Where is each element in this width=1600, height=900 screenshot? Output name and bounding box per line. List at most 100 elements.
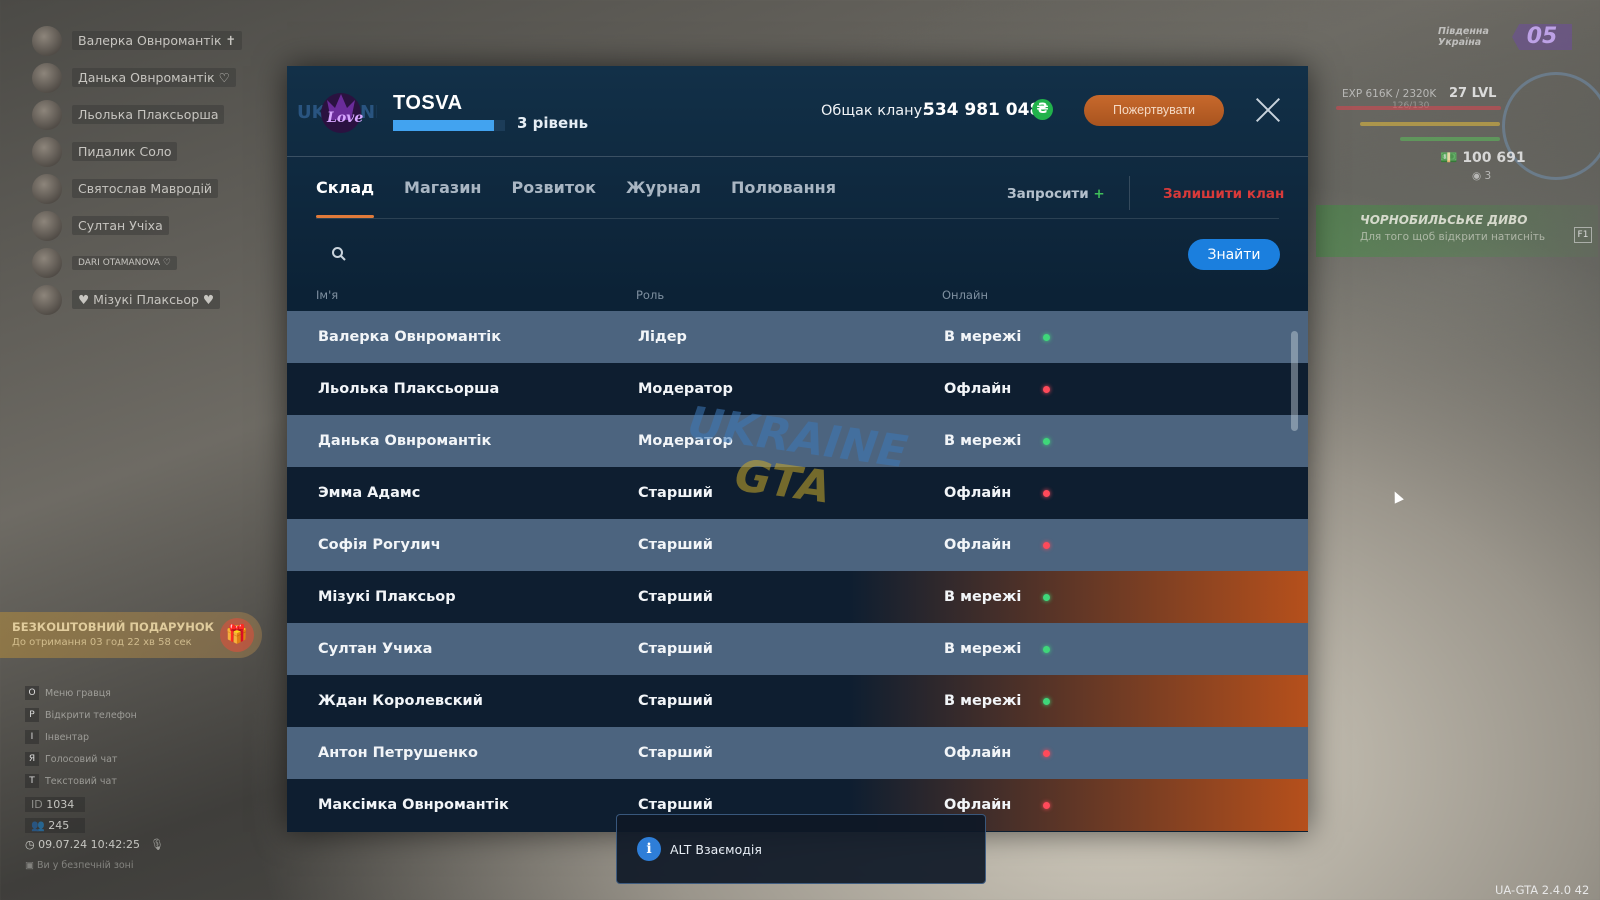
member-role: Старший	[638, 797, 713, 813]
svg-text:Love: Love	[326, 110, 363, 126]
avatar	[32, 62, 62, 93]
clan-xp-fill	[393, 120, 494, 131]
exp-label: EXP 616K / 2320K	[1342, 88, 1437, 100]
player-name: Султан Учіха	[72, 216, 169, 235]
member-role: Лідер	[638, 329, 687, 345]
member-status: Офлайн	[944, 797, 1012, 813]
tab-shop[interactable]: Магазин	[404, 178, 482, 197]
member-name: Максімка Овнромантік	[318, 797, 509, 813]
status-dot	[1043, 750, 1050, 757]
member-role: Модератор	[638, 381, 733, 397]
key-badge: I	[25, 730, 39, 744]
close-icon[interactable]	[1255, 97, 1281, 123]
tab-hunting[interactable]: Полювання	[731, 178, 836, 197]
online-count-stat: 👥 245	[25, 818, 85, 833]
hint-item: T Текстовий чат	[25, 770, 137, 792]
clock-icon: ◷	[25, 838, 39, 851]
member-status: В мережі	[944, 589, 1022, 605]
table-row[interactable]: Валерка Овнромантік Лідер В мережі	[287, 311, 1308, 363]
event-hotkey: F1	[1574, 227, 1592, 243]
status-dot	[1043, 646, 1050, 653]
member-name: Антон Петрушенко	[318, 745, 478, 761]
event-banner[interactable]: ЧОРНОБИЛЬСЬКЕ ДИВО Для того щоб відкрити…	[1316, 205, 1598, 257]
members-scrollbar[interactable]	[1291, 331, 1298, 431]
player-name: ♥ Мізукі Плаксьор ♥	[72, 290, 221, 309]
key-badge: P	[25, 708, 39, 722]
shield-icon: ▣	[25, 860, 37, 871]
clan-logo-icon: UKRAINE Love	[297, 93, 377, 133]
donate-button[interactable]: Пожертвувати	[1084, 95, 1224, 126]
key-badge: Я	[25, 752, 39, 766]
clan-name: TOSVA	[393, 92, 463, 114]
free-gift-banner[interactable]: БЕЗКОШТОВНИЙ ПОДАРУНОК До отримання 03 г…	[0, 612, 262, 658]
member-role: Старший	[638, 641, 713, 657]
microphone-icon: 🎙	[150, 838, 164, 851]
members-table: Валерка Овнромантік Лідер В мережі Льолька…	[287, 311, 1308, 831]
find-button[interactable]: Знайти	[1188, 239, 1280, 270]
search-icon	[332, 247, 346, 261]
avatar	[32, 210, 62, 241]
member-search-input[interactable]	[357, 238, 1157, 270]
hint-label: Меню гравця	[45, 687, 111, 699]
member-name: Ждан Королевский	[318, 693, 483, 709]
tab-log[interactable]: Журнал	[625, 178, 702, 197]
avatar	[32, 99, 62, 130]
table-row[interactable]: Ждан Королевский Старший В мережі	[287, 675, 1308, 727]
status-dot	[1043, 698, 1050, 705]
table-row[interactable]: Султан Учиха Старший В мережі	[287, 623, 1308, 675]
safe-zone-text: Ви у безпечній зоні	[37, 860, 134, 871]
table-row[interactable]: Эмма Адамс Старший Офлайн	[287, 467, 1308, 519]
member-status: Офлайн	[944, 381, 1012, 397]
member-name: Мізукі Плаксьор	[318, 589, 456, 605]
column-header-role: Роль	[636, 288, 665, 302]
cash-icon: 💵	[1440, 150, 1463, 166]
clan-xp-bar	[393, 120, 505, 131]
player-entry: ♥ Мізукі Плаксьор ♥	[32, 281, 272, 318]
avatar	[32, 136, 62, 167]
hint-item: I Інвентар	[25, 726, 137, 748]
clan-tabs: Склад Магазин Розвиток Журнал Полювання	[316, 178, 866, 218]
table-row[interactable]: Мізукі Плаксьор Старший В мережі	[287, 571, 1308, 623]
hint-label: Голосовий чат	[45, 753, 118, 765]
key-badge: T	[25, 774, 39, 788]
datetime-value: 09.07.24 10:42:25	[38, 838, 140, 851]
player-entry: Льолька Плаксьорша	[32, 96, 272, 133]
tab-development[interactable]: Розвиток	[511, 178, 596, 197]
status-dot	[1043, 542, 1050, 549]
status-dot	[1043, 490, 1050, 497]
table-row[interactable]: Антон Петрушенко Старший Офлайн	[287, 727, 1308, 779]
table-row[interactable]: Софія Рогулич Старший Офлайн	[287, 519, 1308, 571]
member-status: В мережі	[944, 693, 1022, 709]
info-icon: i	[637, 837, 661, 861]
player-entry: Пидалик Соло	[32, 133, 272, 170]
player-name: DARI OTAMANOVA ♡	[72, 255, 177, 270]
hint-label: Інвентар	[45, 731, 90, 743]
event-title: ЧОРНОБИЛЬСЬКЕ ДИВО	[1360, 213, 1528, 227]
gift-timer: До отримання 03 год 22 хв 58 сек	[12, 637, 192, 648]
game-version: UA-GTA 2.4.0 42	[1495, 883, 1590, 897]
invite-button[interactable]: Запросити +	[1007, 186, 1105, 202]
plus-icon: +	[1093, 186, 1105, 202]
member-role: Старший	[638, 485, 713, 501]
player-level: 27 LVL	[1449, 86, 1497, 101]
level-badge: 05	[1512, 24, 1572, 50]
hint-label: Відкрити телефон	[45, 709, 137, 721]
clan-header: UKRAINE Love TOSVA 3 рівень Общак клану:…	[287, 66, 1308, 157]
column-header-online: Онлайн	[942, 288, 988, 302]
hint-item: O Меню гравця	[25, 682, 137, 704]
member-name: Султан Учиха	[318, 641, 433, 657]
leave-clan-button[interactable]: Залишити клан	[1163, 186, 1285, 202]
avatar	[32, 25, 62, 56]
table-row[interactable]: Льолька Плаксьорша Модератор Офлайн	[287, 363, 1308, 415]
region-label: Південна Україна	[1438, 26, 1489, 48]
event-subtitle: Для того щоб відкрити натисніть	[1360, 231, 1546, 243]
status-dot	[1043, 802, 1050, 809]
member-role: Старший	[638, 745, 713, 761]
table-row[interactable]: Данька Овнромантік Модератор В мережі	[287, 415, 1308, 467]
tab-roster[interactable]: Склад	[316, 178, 375, 218]
column-header-name: Ім'я	[316, 288, 339, 302]
member-name: Эмма Адамс	[318, 485, 421, 501]
status-dot	[1043, 594, 1050, 601]
hryvnia-coin-icon: ₴	[1032, 99, 1053, 120]
minimap-ring	[1502, 72, 1600, 180]
